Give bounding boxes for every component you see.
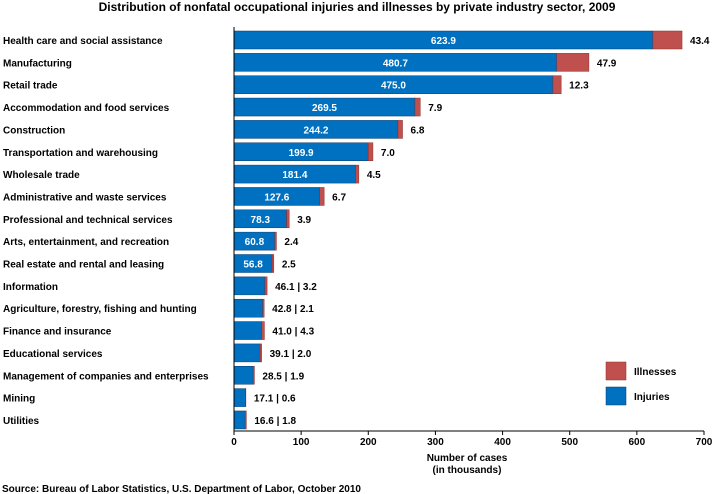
- injuries-value-label: 269.5: [312, 103, 337, 114]
- bar-injuries: [233, 321, 262, 340]
- injuries-value-label: 56.8: [243, 260, 263, 271]
- bar-injuries: [233, 388, 246, 407]
- injuries-value-label: 475.0: [381, 81, 406, 92]
- bar-illnesses: [260, 343, 262, 363]
- bar-illnesses: [244, 410, 247, 430]
- category-label: Professional and technical services: [3, 215, 173, 226]
- legend-injuries-label: Injuries: [634, 392, 670, 403]
- bar-injuries: [233, 366, 254, 385]
- x-tick-label: 400: [494, 437, 511, 448]
- x-tick-label: 500: [561, 437, 578, 448]
- bar-injuries: [233, 276, 266, 296]
- bar-illnesses: [271, 254, 275, 273]
- bar-illnesses: [552, 75, 562, 94]
- bar-illnesses: [319, 187, 325, 206]
- x-axis-title-line1: Number of cases: [427, 453, 508, 464]
- x-tick-label: 100: [293, 437, 310, 448]
- outside-value-label: 16.6 | 1.8: [254, 416, 296, 427]
- bar-injuries: [233, 298, 263, 318]
- category-label: Administrative and waste services: [3, 192, 167, 203]
- category-label: Accommodation and food services: [3, 103, 170, 114]
- legend-injuries-swatch: [605, 386, 627, 406]
- x-tick-label: 0: [231, 437, 237, 448]
- outside-value-label: 28.5 | 1.9: [262, 371, 304, 382]
- bar-illnesses: [397, 120, 403, 139]
- outside-value-label: 42.8 | 2.1: [272, 304, 314, 315]
- bar-illnesses: [355, 164, 360, 184]
- category-label: Health care and social assistance: [3, 36, 163, 47]
- injuries-value-label: 60.8: [245, 237, 265, 248]
- injuries-value-label: 244.2: [303, 125, 328, 136]
- category-label: Real estate and rental and leasing: [3, 260, 164, 271]
- bar-illnesses: [286, 209, 290, 229]
- bar-injuries: [233, 343, 261, 363]
- legend-illnesses-label: Illnesses: [634, 367, 677, 378]
- category-label: Retail trade: [3, 81, 58, 92]
- injuries-value-label: 199.9: [289, 148, 314, 159]
- bar-illnesses: [261, 321, 265, 340]
- outside-value-label: 43.4: [690, 36, 710, 47]
- injuries-value-label: 480.7: [383, 58, 408, 69]
- x-axis: 0 100 200 300 400 500 600 700: [231, 27, 713, 448]
- injuries-value-label: 181.4: [282, 170, 307, 181]
- value-labels: 623.9 43.4 480.7 47.9 475.0 12.3 269.5 7.9 244.2…: [243, 36, 710, 427]
- bar-illnesses: [367, 142, 374, 161]
- category-label: Mining: [3, 394, 35, 405]
- outside-value-label: 47.9: [597, 58, 617, 69]
- x-axis-title-line2: (in thousands): [433, 465, 502, 476]
- bar-illnesses: [262, 298, 265, 318]
- outside-value-label: 2.5: [282, 260, 296, 271]
- bar-injuries: [233, 410, 246, 430]
- outside-value-label: 41.0 | 4.3: [272, 327, 314, 338]
- outside-value-label: 7.0: [381, 148, 395, 159]
- outside-value-label: 39.1 | 2.0: [270, 349, 312, 360]
- source-note: Source: Bureau of Labor Statistics, U.S.…: [2, 484, 361, 494]
- outside-value-label: 7.9: [428, 103, 442, 114]
- outside-value-label: 17.1 | 0.6: [254, 394, 296, 405]
- bar-illnesses: [414, 97, 421, 117]
- category-labels: Health care and social assistance Manufac…: [3, 36, 209, 427]
- legend: Illnesses Injuries: [605, 361, 677, 406]
- bar-illnesses: [274, 231, 277, 251]
- bar-illnesses: [556, 53, 590, 72]
- category-label: Construction: [3, 125, 65, 136]
- outside-value-label: 2.4: [284, 237, 298, 248]
- chart-title: Distribution of nonfatal occupational in…: [99, 0, 616, 14]
- category-label: Transportation and warehousing: [3, 148, 158, 159]
- legend-illnesses-swatch: [605, 361, 627, 381]
- outside-value-label: 6.8: [411, 125, 425, 136]
- injuries-value-label: 127.6: [264, 192, 289, 203]
- outside-value-label: 6.7: [332, 192, 346, 203]
- category-label: Finance and insurance: [3, 327, 112, 338]
- bar-illnesses: [252, 366, 255, 385]
- category-label: Utilities: [3, 416, 40, 427]
- category-label: Information: [3, 282, 58, 293]
- injuries-value-label: 623.9: [431, 36, 456, 47]
- category-label: Manufacturing: [3, 58, 72, 69]
- outside-value-label: 3.9: [297, 215, 311, 226]
- x-tick-label: 700: [696, 437, 713, 448]
- category-label: Educational services: [3, 349, 103, 360]
- bar-illnesses: [652, 30, 683, 50]
- category-label: Agriculture, forestry, fishing and hunti…: [3, 304, 197, 315]
- x-tick-label: 300: [427, 437, 444, 448]
- category-label: Management of companies and enterprises: [3, 371, 209, 382]
- category-label: Arts, entertainment, and recreation: [3, 237, 169, 248]
- outside-value-label: 12.3: [569, 81, 589, 92]
- outside-value-label: 4.5: [367, 170, 381, 181]
- x-tick-label: 200: [360, 437, 377, 448]
- category-label: Wholesale trade: [3, 170, 80, 181]
- injuries-value-label: 78.3: [251, 215, 271, 226]
- outside-value-label: 46.1 | 3.2: [275, 282, 317, 293]
- bars: [233, 30, 683, 430]
- x-tick-label: 600: [629, 437, 646, 448]
- bar-illnesses: [264, 276, 268, 296]
